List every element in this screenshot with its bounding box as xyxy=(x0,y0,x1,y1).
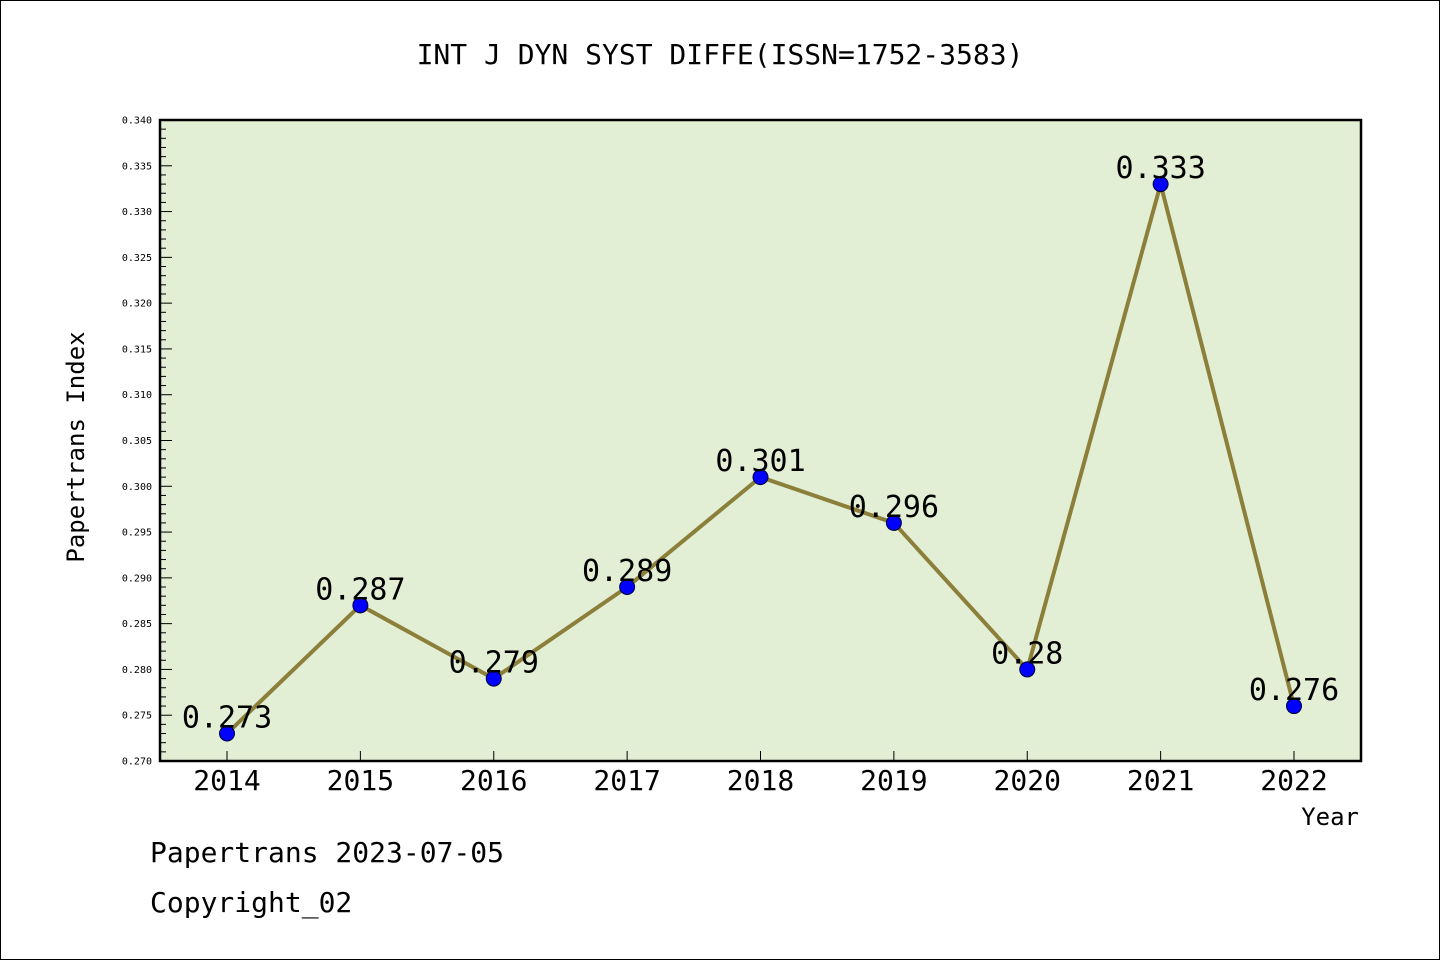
y-tick-label: 0.300 xyxy=(122,482,152,493)
x-axis-label: Year xyxy=(1301,803,1359,831)
plot-border xyxy=(158,118,1363,763)
data-label: 0.28 xyxy=(991,636,1063,671)
y-tick-label: 0.280 xyxy=(122,665,152,676)
data-point xyxy=(752,469,769,486)
y-tick-label: 0.275 xyxy=(122,711,152,722)
data-label: 0.273 xyxy=(182,701,272,736)
data-point xyxy=(1019,661,1036,678)
x-tick-label: 2021 xyxy=(1127,764,1194,797)
data-label: 0.287 xyxy=(315,572,405,607)
y-tick-label: 0.335 xyxy=(122,161,152,172)
x-tick-label: 2016 xyxy=(460,764,527,797)
y-axis-label: Papertrans Index xyxy=(62,331,90,562)
chart-title: INT J DYN SYST DIFFE(ISSN=1752-3583) xyxy=(416,38,1024,71)
y-tick-label: 0.325 xyxy=(122,253,152,264)
data-point xyxy=(1286,698,1302,715)
y-tick-label: 0.330 xyxy=(122,207,152,218)
data-label: 0.276 xyxy=(1249,673,1339,708)
data-label: 0.289 xyxy=(582,554,672,589)
x-tick-label: 2014 xyxy=(193,764,260,797)
y-tick-label: 0.295 xyxy=(122,528,152,539)
data-point xyxy=(219,725,235,742)
x-tick-label: 2020 xyxy=(994,764,1061,797)
x-tick-label: 2018 xyxy=(727,764,794,797)
data-point xyxy=(885,514,902,531)
x-tick-label: 2019 xyxy=(860,764,927,797)
y-tick-label: 0.270 xyxy=(122,757,152,768)
data-label: 0.279 xyxy=(449,646,539,681)
data-point xyxy=(619,579,636,596)
plot-area xyxy=(160,120,1361,761)
data-point xyxy=(352,597,369,614)
x-tick-label: 2017 xyxy=(593,764,660,797)
footer-copyright: Copyright_02 xyxy=(150,886,353,919)
data-point xyxy=(485,670,502,687)
y-tick-label: 0.320 xyxy=(122,299,152,310)
data-label: 0.333 xyxy=(1115,151,1205,186)
y-tick-label: 0.285 xyxy=(122,619,152,630)
data-label: 0.296 xyxy=(849,490,939,525)
x-tick-label: 2022 xyxy=(1260,764,1327,797)
data-label: 0.301 xyxy=(715,444,805,479)
y-tick-label: 0.315 xyxy=(122,344,152,355)
data-point xyxy=(1152,176,1169,193)
y-tick-label: 0.290 xyxy=(122,573,152,584)
footer-source: Papertrans 2023-07-05 xyxy=(150,836,505,869)
y-tick-label: 0.305 xyxy=(122,436,152,447)
y-tick-label: 0.310 xyxy=(122,390,152,401)
x-tick-label: 2015 xyxy=(327,764,394,797)
y-tick-label: 0.340 xyxy=(122,116,152,127)
